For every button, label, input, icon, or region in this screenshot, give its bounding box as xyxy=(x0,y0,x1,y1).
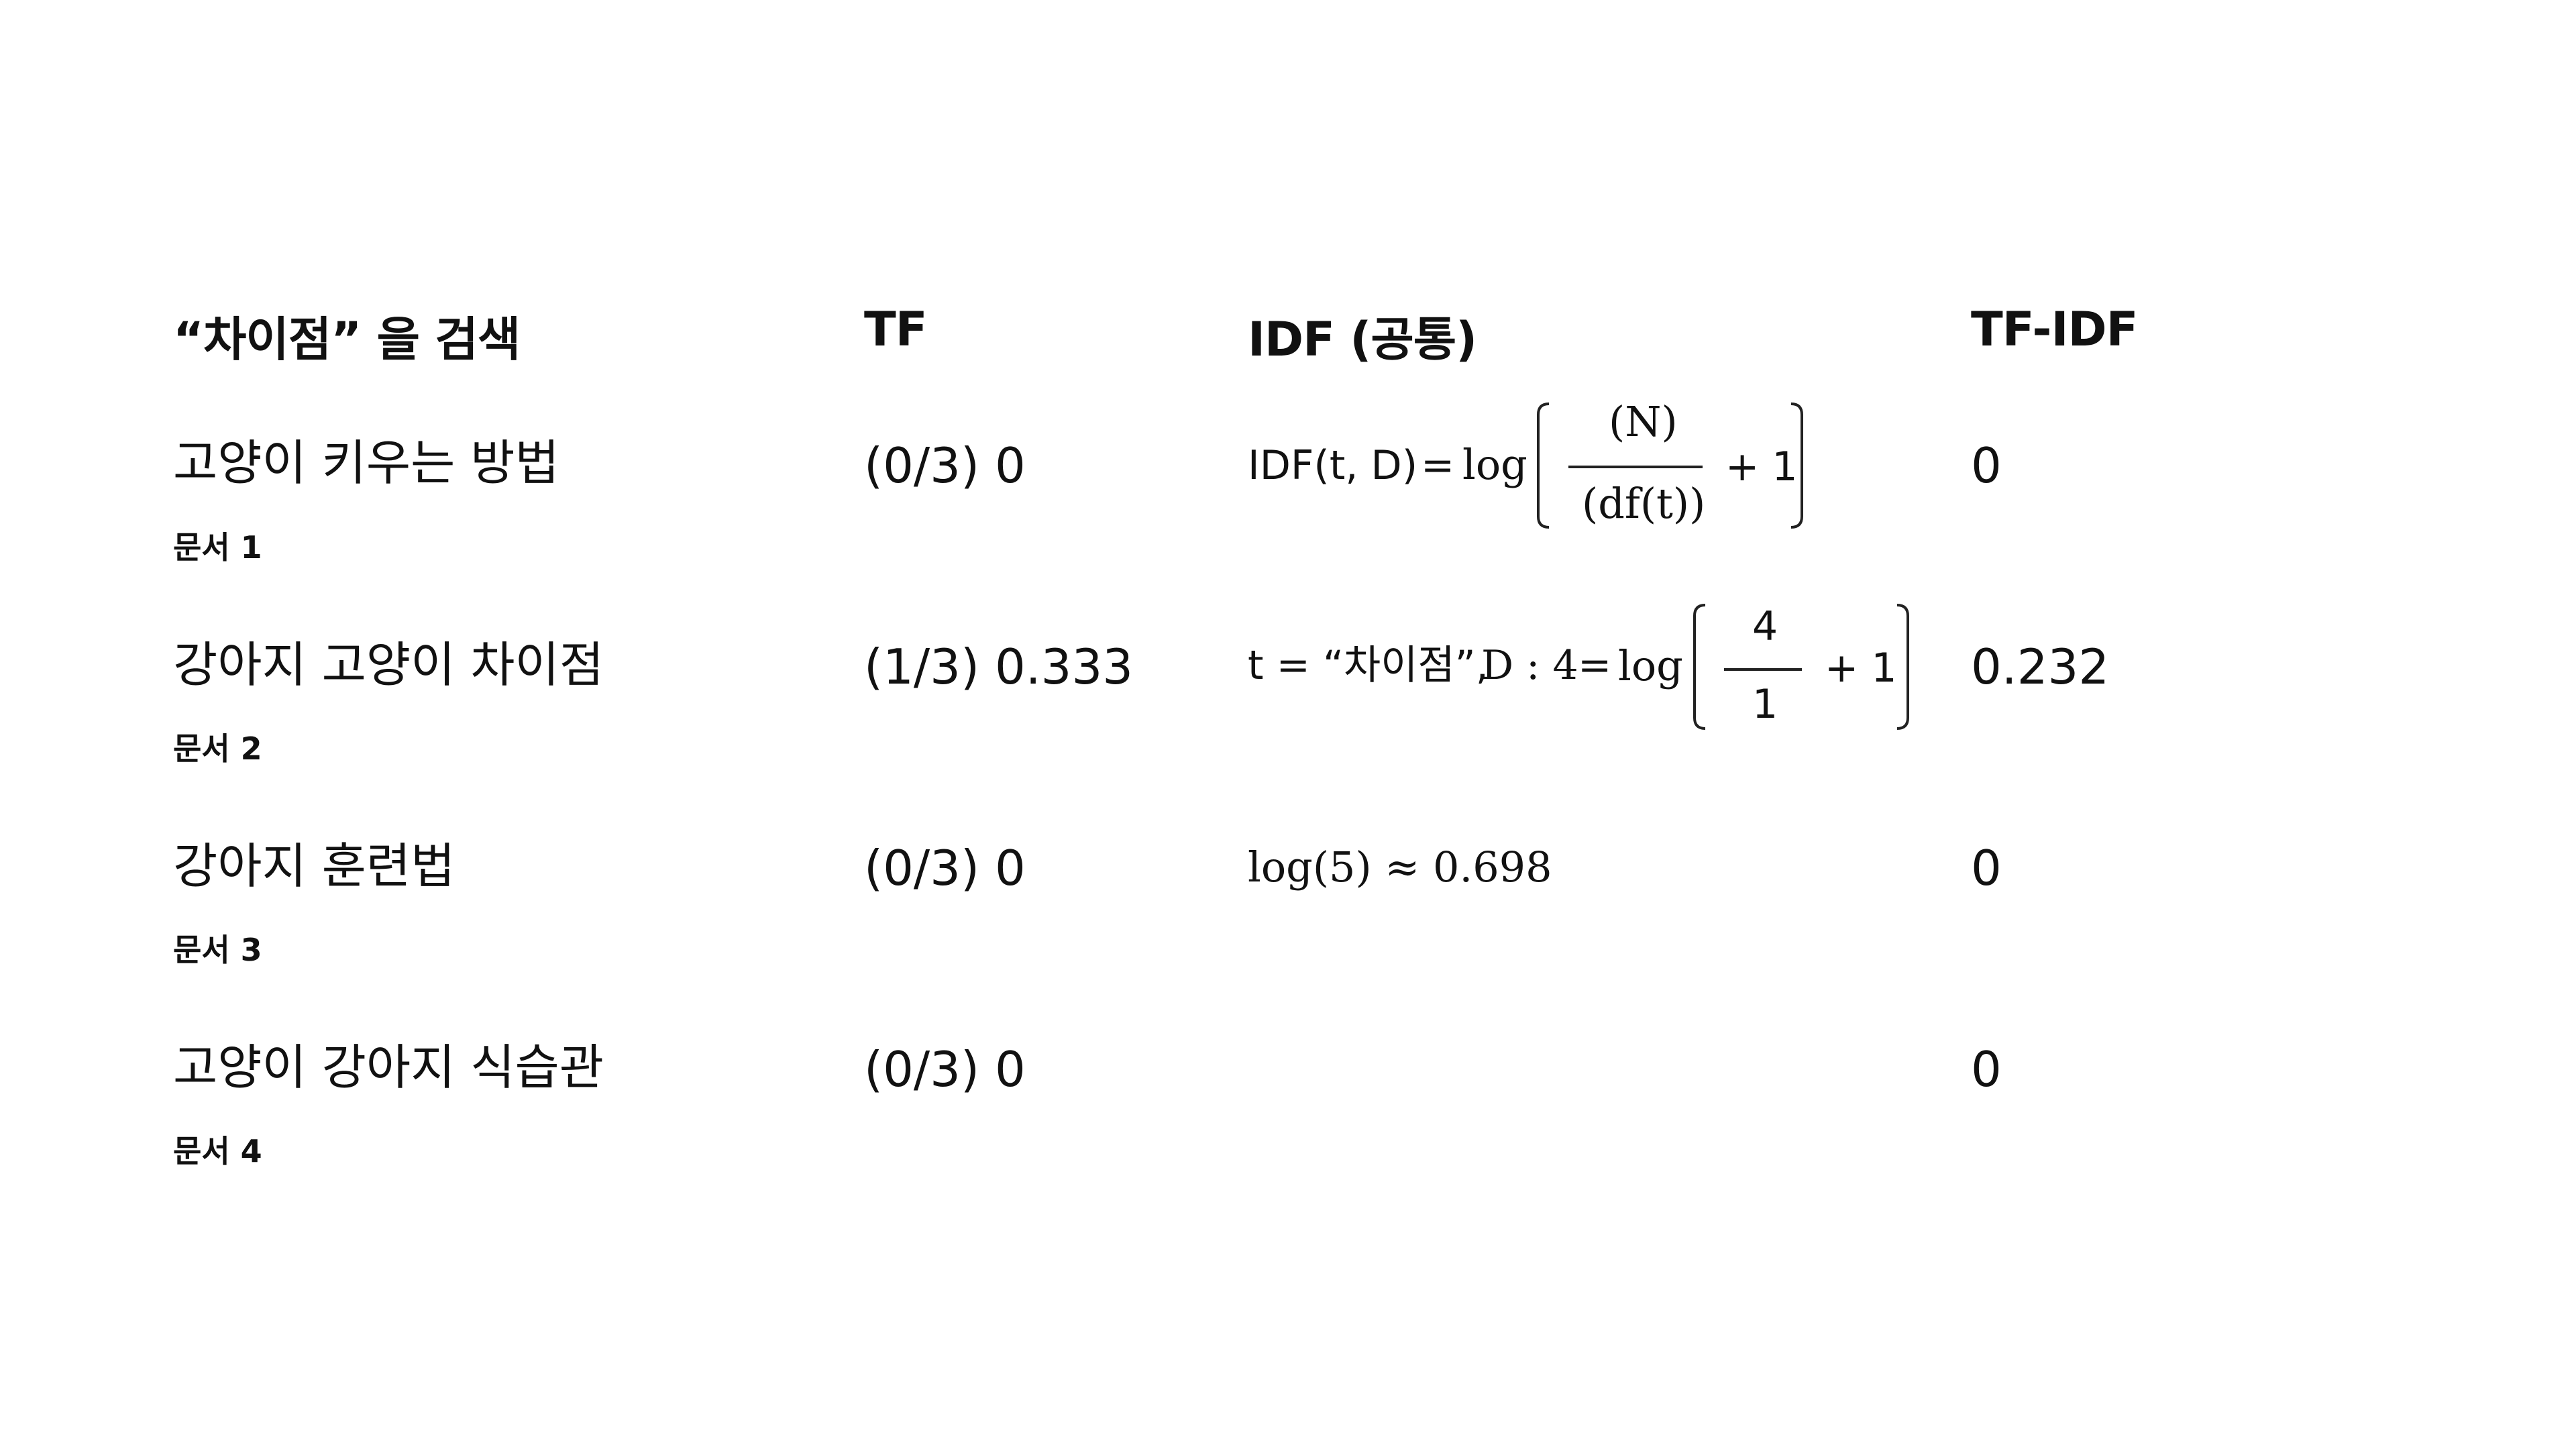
row-2-tf: (1/3) 0.333 xyxy=(864,639,1134,695)
idf-formula-plus-one: + 1 xyxy=(1725,443,1798,490)
row-4-tfidf: 0 xyxy=(1971,1041,2002,1097)
idf-formula-lhs: IDF(t, D) xyxy=(1248,442,1418,489)
idf-formula-t: t = “차이점”, xyxy=(1248,642,1489,689)
fraction-bar xyxy=(1568,466,1703,468)
row-4-title: 고양이 강아지 식습관 xyxy=(173,1039,604,1095)
row-2-tfidf: 0.232 xyxy=(1971,639,2110,695)
row-3-tfidf: 0 xyxy=(1971,840,2002,896)
header-tfidf: TF-IDF xyxy=(1971,302,2138,357)
left-bracket-icon xyxy=(1693,604,1706,730)
idf-formula-denominator-2: 1 xyxy=(1752,681,1778,728)
right-bracket-icon xyxy=(1896,604,1909,730)
idf-formula-plus-one-2: + 1 xyxy=(1825,645,1897,692)
header-idf: IDF (공통) xyxy=(1248,312,1477,367)
row-3-title: 강아지 훈련법 xyxy=(173,838,455,894)
row-2-doc-label: 문서 2 xyxy=(173,731,262,767)
idf-result: log(5) ≈ 0.698 xyxy=(1248,843,1552,892)
left-bracket-icon xyxy=(1537,402,1550,529)
row-3-doc-label: 문서 3 xyxy=(173,932,262,968)
row-1-tf: (0/3) 0 xyxy=(864,437,1026,494)
idf-formula-d: D : 4 xyxy=(1481,642,1578,689)
row-4-tf: (0/3) 0 xyxy=(864,1041,1026,1097)
row-1-doc-label: 문서 1 xyxy=(173,529,262,566)
fraction-bar xyxy=(1724,668,1802,671)
row-2-title: 강아지 고양이 차이점 xyxy=(173,637,604,693)
header-query: “차이점” 을 검색 xyxy=(173,312,521,367)
row-3-tf: (0/3) 0 xyxy=(864,840,1026,896)
row-1-title: 고양이 키우는 방법 xyxy=(173,435,559,491)
right-bracket-icon xyxy=(1790,402,1803,529)
idf-formula-log-2: log xyxy=(1618,641,1683,690)
idf-formula-numerator-2: 4 xyxy=(1752,603,1778,650)
idf-formula-log: log xyxy=(1462,440,1527,489)
idf-formula-numerator: (N) xyxy=(1609,397,1678,446)
row-1-tfidf: 0 xyxy=(1971,437,2002,494)
header-tf: TF xyxy=(864,302,928,357)
row-4-doc-label: 문서 4 xyxy=(173,1133,262,1169)
idf-formula-denominator: (df(t)) xyxy=(1582,479,1706,528)
idf-formula-eq-2: = xyxy=(1578,642,1612,689)
idf-formula-eq: = xyxy=(1421,442,1455,489)
